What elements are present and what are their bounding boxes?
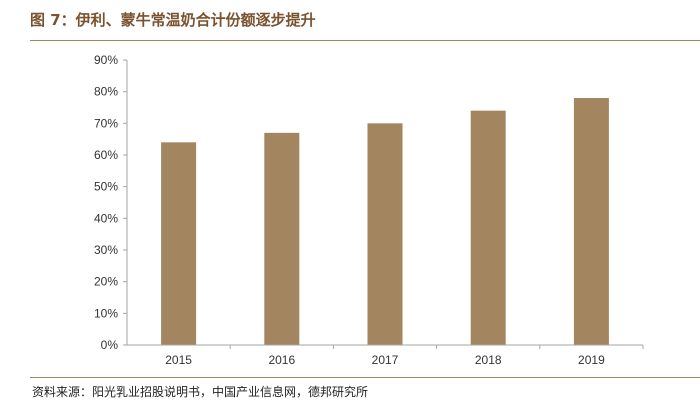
source-divider xyxy=(30,377,700,378)
y-tick-label: 80% xyxy=(94,85,118,99)
source-note: 资料来源：阳光乳业招股说明书，中国产业信息网，德邦研究所 xyxy=(32,385,369,399)
x-tick-label: 2015 xyxy=(165,353,192,367)
bar-2017 xyxy=(367,123,403,345)
bars-group xyxy=(161,98,609,346)
y-tick-label: 0% xyxy=(101,338,119,352)
y-tick-label: 30% xyxy=(94,243,118,257)
bar-2018 xyxy=(470,110,506,346)
x-axis-ticks: 2015 2016 2017 2018 2019 xyxy=(165,345,644,367)
bar-2019 xyxy=(573,98,609,345)
x-tick-label: 2017 xyxy=(372,353,399,367)
figure-title: 图 7：伊利、蒙牛常温奶合计份额逐步提升 xyxy=(30,11,316,29)
y-tick-label: 60% xyxy=(94,148,118,162)
bar-2015 xyxy=(161,142,197,345)
x-tick-label: 2016 xyxy=(268,353,295,367)
y-tick-label: 20% xyxy=(94,275,118,289)
title-divider xyxy=(30,40,700,41)
y-tick-label: 10% xyxy=(94,306,118,320)
x-tick-label: 2018 xyxy=(475,353,502,367)
y-tick-label: 40% xyxy=(94,211,118,225)
y-tick-label: 70% xyxy=(94,116,118,130)
y-tick-label: 50% xyxy=(94,180,118,194)
bar-2016 xyxy=(264,132,300,345)
y-axis-ticks: 0% 10% 20% 30% 40% 50% 60% 70% 80% 90% xyxy=(94,53,127,352)
y-tick-label: 90% xyxy=(94,53,118,67)
x-tick-label: 2019 xyxy=(578,353,605,367)
